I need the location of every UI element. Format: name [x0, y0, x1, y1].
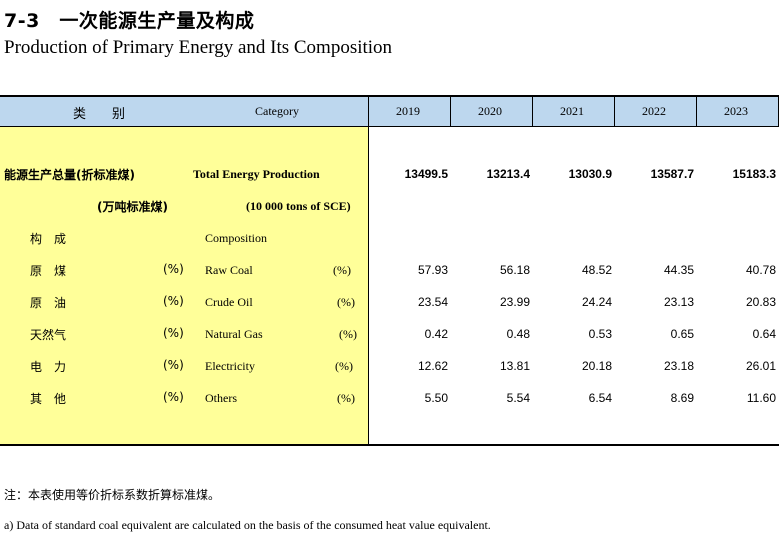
header-category-cn: 类 别 — [73, 107, 126, 122]
row-label-cn: 其 他 — [30, 392, 67, 406]
table-header-rule — [0, 126, 779, 127]
row-unit-cn: (%) — [163, 326, 184, 340]
row-label-en: Electricity — [205, 359, 255, 373]
row-value: 48.52 — [581, 263, 612, 277]
row-value: 23.18 — [663, 359, 694, 373]
row-label-en: Crude Oil — [205, 295, 253, 309]
row-value: 0.65 — [670, 327, 694, 341]
row-unit-en: (%) — [333, 263, 351, 277]
composition-label-cn: 构 成 — [30, 232, 67, 246]
column-divider — [532, 96, 533, 127]
header-year: 2022 — [642, 104, 666, 118]
row-value: 23.54 — [417, 295, 448, 309]
row-value: 5.50 — [424, 391, 448, 405]
row-value: 0.42 — [424, 327, 448, 341]
column-divider — [696, 96, 697, 127]
column-divider — [614, 96, 615, 127]
row-value: 44.35 — [663, 263, 694, 277]
row-value: 26.01 — [745, 359, 776, 373]
row-value: 5.54 — [506, 391, 530, 405]
total-value: 13030.9 — [568, 167, 612, 181]
row-unit-en: (%) — [337, 295, 355, 309]
column-divider — [450, 96, 451, 127]
row-label-en: Others — [205, 391, 237, 405]
row-label-cn: 原 油 — [30, 296, 67, 310]
header-year: 2019 — [396, 104, 420, 118]
row-unit-en: (%) — [335, 359, 353, 373]
total-value: 15183.3 — [732, 167, 776, 181]
row-value: 0.64 — [752, 327, 776, 341]
row-unit-cn: (%) — [163, 262, 184, 276]
row-value: 40.78 — [745, 263, 776, 277]
row-value: 0.53 — [588, 327, 612, 341]
total-value: 13213.4 — [486, 167, 530, 181]
table-header-band — [0, 96, 779, 127]
table-top-rule — [0, 95, 779, 97]
total-value: 13587.7 — [650, 167, 694, 181]
label-panel — [0, 127, 368, 444]
row-value: 8.69 — [670, 391, 694, 405]
row-label-cn: 原 煤 — [30, 264, 67, 278]
row-value: 24.24 — [581, 295, 612, 309]
page-title-en: Production of Primary Energy and Its Com… — [4, 37, 393, 58]
row-unit-cn: (%) — [163, 390, 184, 404]
row-value: 23.13 — [663, 295, 694, 309]
row-value: 56.18 — [499, 263, 530, 277]
row-unit-cn: (%) — [163, 358, 184, 372]
header-year: 2021 — [560, 104, 584, 118]
total-label-en: Total Energy Production — [193, 167, 320, 181]
row-label-en: Raw Coal — [205, 263, 253, 277]
row-value: 23.99 — [499, 295, 530, 309]
row-label-en: Natural Gas — [205, 327, 263, 341]
table-bottom-rule — [0, 444, 779, 446]
page-title-cn: 7-3 一次能源生产量及构成 — [4, 10, 255, 32]
row-value: 20.18 — [581, 359, 612, 373]
row-value: 6.54 — [588, 391, 612, 405]
row-unit-en: (%) — [339, 327, 357, 341]
total-value: 13499.5 — [404, 167, 448, 181]
header-year: 2023 — [724, 104, 748, 118]
composition-label-en: Composition — [205, 231, 268, 245]
column-divider — [368, 96, 369, 445]
total-unit-en: (10 000 tons of SCE) — [246, 199, 351, 213]
row-value: 0.48 — [506, 327, 530, 341]
row-unit-cn: (%) — [163, 294, 184, 308]
footnote-en: a) Data of standard coal equivalent are … — [4, 518, 491, 532]
total-label-cn: 能源生产总量(折标准煤) — [4, 168, 135, 182]
row-value: 12.62 — [417, 359, 448, 373]
row-value: 20.83 — [745, 295, 776, 309]
header-category-en: Category — [255, 104, 299, 118]
row-unit-en: (%) — [337, 391, 355, 405]
total-unit-cn: (万吨标准煤) — [97, 200, 168, 214]
row-value: 13.81 — [499, 359, 530, 373]
header-year: 2020 — [478, 104, 502, 118]
footnote-cn: 注：本表使用等价折标系数折算标准煤。 — [4, 488, 221, 502]
row-label-cn: 电 力 — [30, 360, 67, 374]
row-value: 11.60 — [746, 391, 776, 405]
row-label-cn: 天然气 — [30, 328, 67, 342]
row-value: 57.93 — [417, 263, 448, 277]
